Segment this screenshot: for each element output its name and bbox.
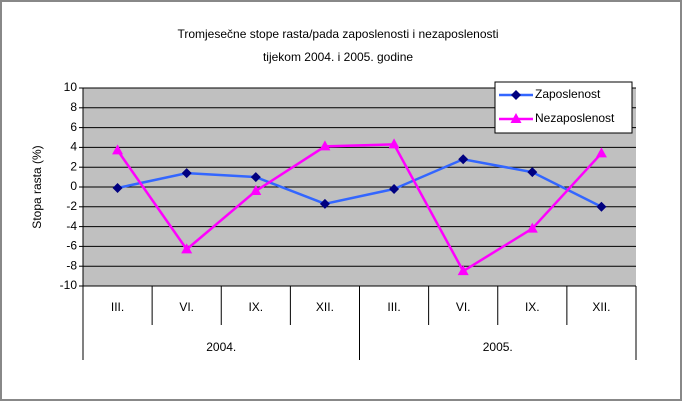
legend-marker (511, 90, 521, 100)
y-tick-label: 4 (70, 140, 77, 154)
x-tick-label: XII. (316, 300, 334, 314)
x-tick-label: VI. (179, 300, 194, 314)
y-tick-label: -2 (66, 199, 77, 213)
marker (319, 198, 330, 209)
series-line (117, 157, 602, 208)
series-line (116, 143, 603, 273)
marker (250, 172, 261, 183)
y-tick-label: 10 (64, 80, 78, 94)
chart-title: Tromjesečne stope rasta/pada zaposlenost… (177, 27, 498, 41)
x-tick-label: VI. (456, 300, 471, 314)
x-group-label: 2004. (206, 340, 236, 354)
marker (526, 222, 538, 233)
marker (457, 265, 469, 276)
y-axis-label: Stopa rasta (%) (30, 145, 44, 228)
legend-label: Nezaposlenost (535, 111, 615, 125)
marker (527, 167, 538, 178)
x-tick-label: III. (387, 300, 400, 314)
y-tick-label: 2 (70, 159, 77, 173)
marker (388, 138, 400, 149)
x-tick-label: IX. (525, 300, 540, 314)
y-tick-label: -10 (60, 278, 78, 292)
y-tick-label: -8 (66, 258, 77, 272)
x-tick-label: XII. (592, 300, 610, 314)
marker (112, 144, 124, 155)
y-tick-label: 8 (70, 100, 77, 114)
x-group-label: 2005. (483, 340, 513, 354)
y-tick-label: 0 (70, 179, 77, 193)
marker (181, 243, 193, 254)
marker (181, 168, 192, 179)
y-tick-label: 6 (70, 120, 77, 134)
marker (250, 184, 262, 195)
marker (595, 147, 607, 158)
x-tick-label: IX. (248, 300, 263, 314)
legend-label: Zaposlenost (535, 87, 601, 101)
legend (494, 81, 633, 134)
marker (319, 140, 331, 151)
marker (596, 201, 607, 212)
legend-marker (510, 113, 522, 123)
y-tick-label: -6 (66, 239, 77, 253)
marker (389, 183, 400, 194)
marker (112, 182, 123, 193)
marker (458, 154, 469, 165)
chart-title: tijekom 2004. i 2005. godine (263, 50, 413, 64)
y-tick-label: -4 (66, 219, 77, 233)
x-tick-label: III. (111, 300, 124, 314)
